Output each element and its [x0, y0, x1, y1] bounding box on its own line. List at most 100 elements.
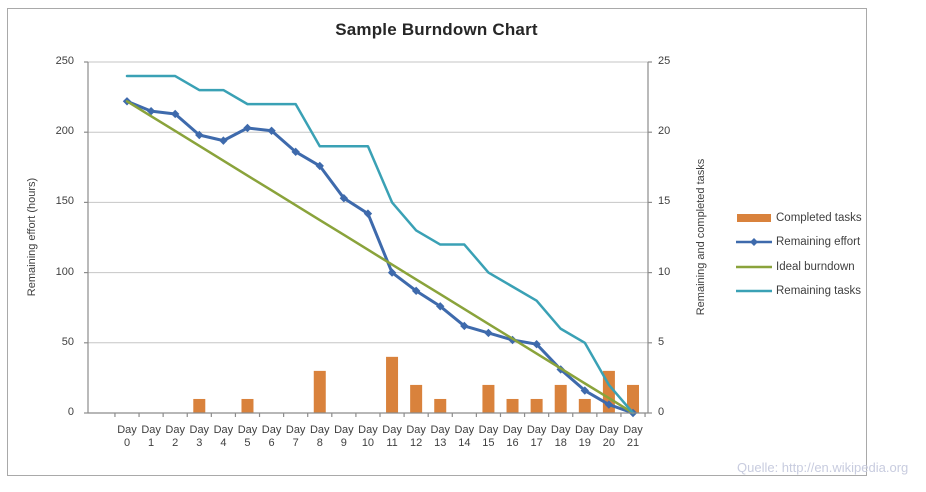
left-axis-tick-label-100: 100: [55, 265, 74, 278]
bar-completed-tasks-day-18: [554, 384, 567, 413]
marker-diamond-day-4: [219, 136, 228, 145]
x-axis-label-number: 9: [340, 437, 347, 449]
legend-item-remaining-effort: Remaining effort: [736, 236, 876, 249]
left-axis-tick-label-50: 50: [61, 335, 74, 348]
bar-completed-tasks-day-12: [410, 384, 423, 413]
right-axis-tick-label-15: 15: [658, 195, 671, 208]
x-axis-label-number: 21: [626, 437, 640, 449]
bar-completed-tasks-day-3: [193, 398, 206, 413]
x-axis-label-day-16: Day 16: [500, 424, 526, 450]
marker-diamond-day-12: [411, 286, 421, 296]
x-axis-label-number: 0: [123, 437, 131, 449]
legend-swatch-line-icon: [736, 289, 772, 293]
legend-label: Remaining effort: [776, 236, 861, 248]
x-axis-label-day-2: Day 2: [162, 424, 188, 450]
right-axis-tick-label-20: 20: [658, 125, 671, 138]
bar-completed-tasks-day-5: [241, 398, 254, 413]
bar-completed-tasks-day-13: [434, 398, 447, 413]
x-axis-label-day-12: Day 12: [403, 424, 429, 450]
marker-diamond-day-11: [387, 268, 397, 277]
x-axis-label-number: 20: [602, 437, 616, 449]
legend-swatch-line-icon: [736, 238, 772, 246]
legend-label: Completed tasks: [776, 211, 862, 224]
x-axis-label-number: 14: [458, 437, 471, 449]
x-axis-label-day-4: Day 4: [210, 424, 236, 450]
x-axis-label-day-0: Day 0: [114, 424, 140, 450]
x-axis-label-day-3: Day 3: [186, 424, 212, 450]
left-axis-tick-label-0: 0: [67, 406, 74, 418]
x-axis-label-number: 19: [578, 437, 591, 449]
marker-diamond-day-14: [460, 321, 469, 331]
left-axis-tick-label-200: 200: [55, 125, 74, 138]
legend-swatch-bar-icon: [737, 213, 771, 222]
x-axis-label-number: 18: [554, 437, 567, 449]
marker-diamond-day-19: [580, 386, 590, 395]
right-axis-title: Remaining and completed tasks: [695, 158, 707, 316]
marker-diamond-day-13: [436, 302, 445, 311]
x-axis-label-number: 12: [410, 437, 423, 449]
x-axis-label-word: Day: [261, 424, 282, 436]
x-axis-label-word: Day: [430, 424, 451, 436]
legend-item-ideal-burndown: Ideal burndown: [736, 260, 876, 273]
x-axis-label-day-10: Day 10: [355, 424, 381, 450]
legend-item-remaining-tasks: Remaining tasks: [736, 285, 876, 298]
x-axis-label-word: Day: [237, 424, 258, 436]
x-axis-label-number: 4: [220, 437, 227, 449]
bar-completed-tasks-day-19: [578, 398, 591, 413]
x-axis-label-day-1: Day 1: [138, 424, 164, 450]
x-axis-label-day-19: Day 19: [572, 424, 598, 450]
bar-completed-tasks-day-21: [627, 384, 639, 413]
bar-completed-tasks-day-11: [386, 356, 399, 413]
right-axis-tick-label-10: 10: [658, 265, 671, 278]
x-axis-label-number: 8: [316, 437, 323, 449]
x-axis-label-day-5: Day 5: [234, 424, 260, 450]
x-axis-label-number: 7: [292, 437, 299, 449]
right-axis-tick-label-0: 0: [658, 406, 665, 418]
x-axis-label-number: 6: [268, 437, 275, 449]
legend-label: Ideal burndown: [776, 260, 855, 273]
bar-completed-tasks-day-17: [530, 398, 543, 413]
x-axis-label-word: Day: [165, 424, 185, 436]
x-axis-label-number: 3: [196, 437, 203, 449]
legend-item-completed-tasks: Completed tasks: [736, 211, 876, 224]
x-axis-label-day-7: Day 7: [283, 424, 309, 450]
x-axis-label-word: Day: [213, 424, 234, 436]
x-axis-label-day-21: Day 21: [620, 424, 646, 450]
legend-label: Remaining tasks: [776, 285, 862, 297]
x-axis-label-word: Day: [189, 424, 210, 436]
right-axis-tick-label-5: 5: [658, 335, 665, 348]
marker-diamond-day-10: [363, 209, 373, 218]
chart-outer-border: [7, 8, 867, 476]
marker-diamond-day-2: [170, 109, 180, 119]
x-axis-label-day-8: Day 8: [307, 424, 333, 450]
x-axis-label-word: Day: [502, 424, 523, 436]
x-axis-label-number: 15: [482, 437, 495, 449]
x-axis-label-word: Day: [382, 424, 402, 436]
x-axis-label-number: 10: [361, 437, 375, 449]
x-axis-label-day-14: Day 14: [451, 424, 477, 450]
x-axis-label-word: Day: [599, 424, 619, 436]
bar-completed-tasks-day-16: [506, 398, 519, 413]
x-axis-label-word: Day: [309, 424, 330, 436]
x-axis-label-word: Day: [526, 424, 547, 436]
x-axis-label-word: Day: [334, 424, 354, 436]
x-axis-label-word: Day: [141, 424, 161, 436]
x-axis-label-number: 1: [148, 437, 155, 449]
x-axis-label-word: Day: [623, 424, 643, 436]
line-ideal-burndown: [125, 100, 635, 415]
x-axis-label-word: Day: [406, 424, 426, 436]
marker-diamond-day-7: [291, 147, 300, 157]
line-remaining-tasks: [125, 74, 635, 415]
marker-diamond-day-6: [267, 126, 276, 135]
marker-diamond-day-20: [604, 400, 614, 409]
x-axis-label-number: 17: [530, 437, 543, 449]
bar-completed-tasks-day-8: [313, 370, 326, 413]
left-axis-tick-label-150: 150: [55, 195, 74, 208]
marker-diamond-day-15: [484, 328, 493, 338]
left-axis-title: Remaining effort (hours): [26, 177, 38, 297]
x-axis-label-word: Day: [550, 424, 571, 436]
legend-swatch-line-icon: [736, 265, 772, 268]
bar-completed-tasks-day-15: [482, 384, 495, 413]
